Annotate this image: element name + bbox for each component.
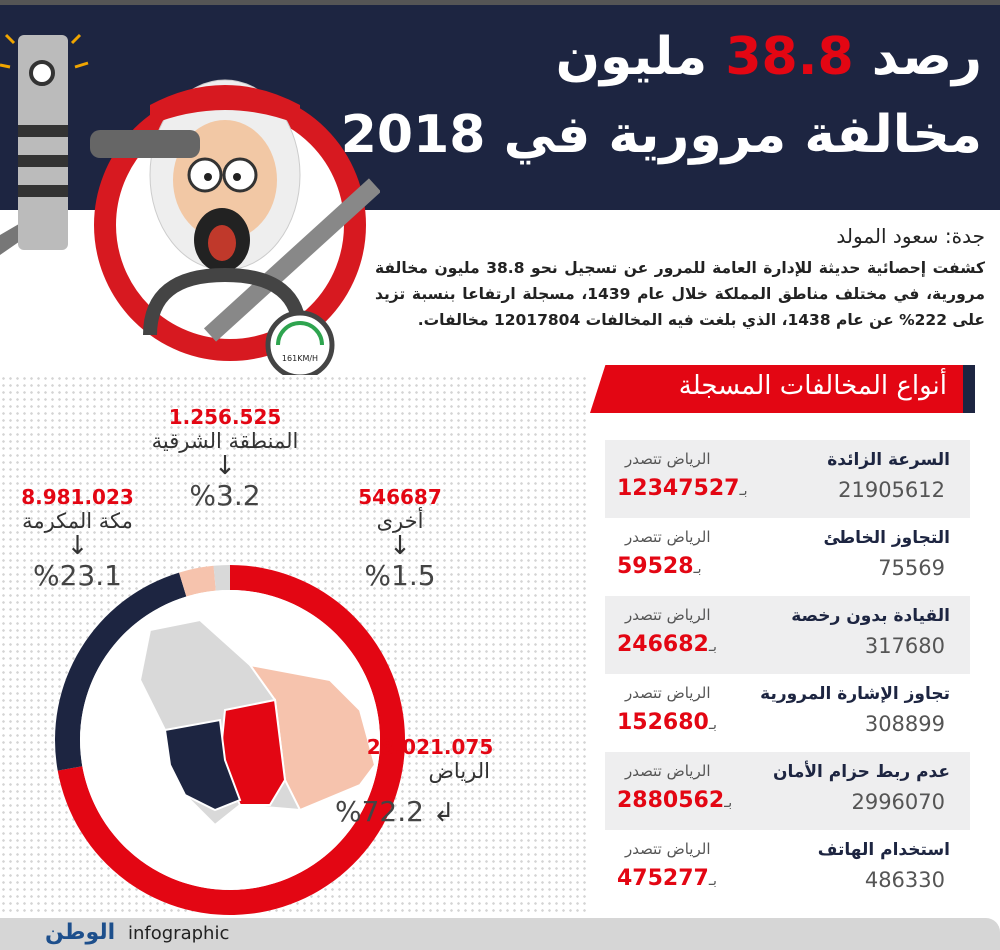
leader-value: 59528	[617, 554, 694, 579]
violation-name: السرعة الزائدة	[827, 450, 950, 470]
leader-label: الرياض تتصدر	[625, 606, 711, 624]
other-value: 546687	[358, 485, 442, 509]
other-percent: %1.5	[364, 559, 436, 592]
leader-label: الرياض تتصدر	[625, 762, 711, 780]
section-heading-accent	[963, 365, 975, 413]
violation-name: استخدام الهاتف	[817, 840, 950, 860]
rearview-mirror	[90, 130, 200, 158]
violation-row: استخدام الهاتف 486330 الرياض تتصدر 47527…	[605, 830, 970, 908]
title-line-2: مخالفة مرورية في 2018	[340, 105, 982, 165]
intro-paragraph: كشفت إحصائية حديثة للإدارة العامة للمرور…	[375, 259, 985, 329]
leader-label: الرياض تتصدر	[625, 450, 711, 468]
leader-value-row: 59528بـ	[617, 554, 702, 579]
leader-prefix: بـ	[693, 561, 702, 577]
violation-total: 308899	[864, 712, 945, 736]
label-other: 546687 أخرى ↓ %1.5	[345, 485, 455, 592]
riyadh-value: 28.021.075	[366, 735, 494, 759]
violation-row: عدم ربط حزام الأمان 2996070 الرياض تتصدر…	[605, 752, 970, 830]
footer-label: infographic	[128, 923, 230, 944]
top-border	[0, 0, 1000, 5]
riyadh-percent: %72.2	[335, 795, 424, 828]
violation-row: التجاوز الخاطئ 75569 الرياض تتصدر 59528ب…	[605, 518, 970, 596]
leader-value-row: 12347527بـ	[617, 476, 747, 501]
region-donut-chart	[55, 565, 406, 915]
violation-name: التجاوز الخاطئ	[823, 528, 951, 548]
leader-prefix: بـ	[708, 873, 717, 889]
leader-value: 152680	[617, 710, 709, 735]
violation-total: 75569	[878, 556, 945, 580]
arrow-left-icon: ↲	[432, 798, 455, 828]
label-makkah: 8.981.023 مكة المكرمة ↓ %23.1	[5, 485, 150, 592]
title-number: 38.8	[725, 27, 854, 87]
other-name: أخرى	[376, 509, 424, 533]
violation-total: 2996070	[851, 790, 945, 814]
leader-value-row: 152680بـ	[617, 710, 717, 735]
violation-total: 21905612	[838, 478, 945, 502]
speedometer-label: 161KM/H	[282, 354, 318, 363]
steering-wheel	[143, 267, 307, 336]
eastern-value: 1.256.525	[168, 405, 282, 429]
leader-label: الرياض تتصدر	[625, 684, 711, 702]
leader-value: 475277	[617, 866, 709, 891]
donut-segment	[55, 572, 187, 771]
donut-segment	[179, 565, 216, 597]
violation-row: القيادة بدون رخصة 317680 الرياض تتصدر 24…	[605, 596, 970, 674]
riyadh-name: الرياض	[428, 759, 490, 783]
label-eastern: 1.256.525 المنطقة الشرقية ↓ %3.2	[145, 405, 305, 512]
arrow-down-icon: ↓	[214, 451, 236, 481]
title-line-1: رصد 38.8 مليون	[556, 27, 982, 87]
leader-prefix: بـ	[708, 717, 717, 733]
leader-prefix: بـ	[708, 639, 717, 655]
makkah-value: 8.981.023	[21, 485, 134, 509]
leader-value: 2880562	[617, 788, 725, 813]
footer: الوطن infographic	[0, 918, 1000, 950]
section-title: أنواع المخالفات المسجلة	[678, 371, 947, 401]
violation-name: القيادة بدون رخصة	[791, 606, 950, 626]
eastern-name: المنطقة الشرقية	[151, 429, 299, 453]
section-heading: أنواع المخالفات المسجلة	[590, 365, 975, 413]
leader-value-row: 246682بـ	[617, 632, 717, 657]
leader-value-row: 475277بـ	[617, 866, 717, 891]
leader-prefix: بـ	[739, 483, 748, 499]
leader-value-row: 2880562بـ	[617, 788, 732, 813]
riyadh-percent-row: %72.2 ↲	[335, 795, 525, 828]
makkah-percent: %23.1	[33, 559, 122, 592]
donut-segment	[213, 565, 230, 591]
title-prefix: رصد	[871, 27, 982, 87]
leader-label: الرياض تتصدر	[625, 528, 711, 546]
eastern-percent: %3.2	[189, 479, 261, 512]
saudi-map	[138, 618, 377, 827]
seatbelt	[203, 178, 380, 342]
violations-table: السرعة الزائدة 21905612 الرياض تتصدر 123…	[605, 440, 970, 908]
violation-total: 486330	[864, 868, 945, 892]
camera-lens-icon	[29, 60, 55, 86]
violation-total: 317680	[864, 634, 945, 658]
label-riyadh: 28.021.075 الرياض %72.2 ↲	[335, 735, 525, 828]
flash-icon	[0, 33, 89, 69]
leader-prefix: بـ	[724, 795, 733, 811]
violation-name: تجاوز الإشارة المرورية	[760, 684, 950, 704]
byline: جدة: سعود المولد	[836, 224, 985, 248]
leader-value: 12347527	[617, 476, 740, 501]
title-suffix: مليون	[555, 27, 708, 87]
leader-label: الرياض تتصدر	[625, 840, 711, 858]
makkah-name: مكة المكرمة	[22, 509, 133, 533]
violation-row: تجاوز الإشارة المرورية 308899 الرياض تتص…	[605, 674, 970, 752]
violation-row: السرعة الزائدة 21905612 الرياض تتصدر 123…	[605, 440, 970, 518]
arrow-down-icon: ↓	[389, 531, 411, 561]
arrow-down-icon: ↓	[66, 531, 89, 561]
alwatan-logo: الوطن	[45, 920, 116, 945]
violation-name: عدم ربط حزام الأمان	[772, 762, 950, 782]
leader-value: 246682	[617, 632, 709, 657]
driver-illustration: 161KM/H	[0, 33, 380, 375]
